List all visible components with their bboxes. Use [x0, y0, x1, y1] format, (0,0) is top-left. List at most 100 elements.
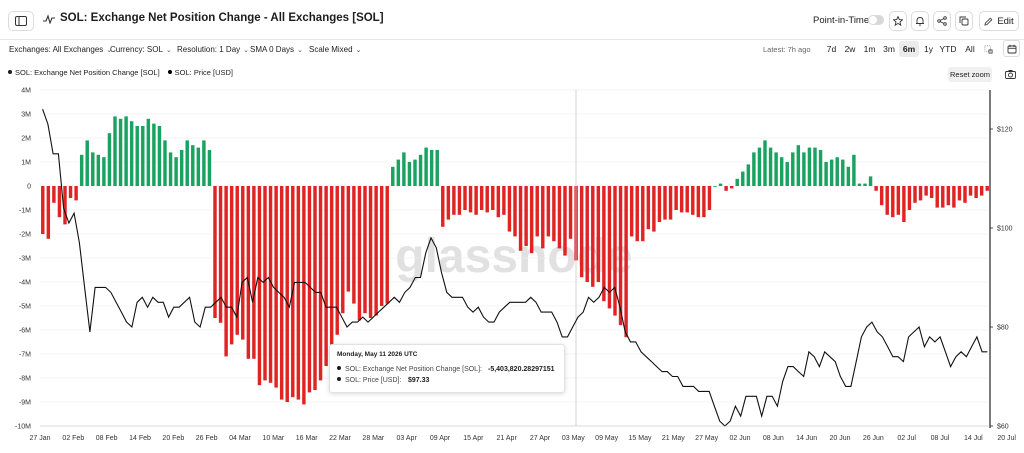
- bar: [579, 186, 584, 278]
- bar: [324, 186, 328, 366]
- calendar-button[interactable]: [1003, 40, 1020, 57]
- currency-dropdown[interactable]: Currency: SOL ⌄: [110, 45, 172, 54]
- chevron-down-icon: ⌄: [297, 47, 303, 54]
- legend-item-price[interactable]: SOL: Price [USD]: [167, 68, 233, 77]
- x-axis-tick-label: 26 Feb: [196, 435, 218, 442]
- bar: [929, 186, 934, 198]
- bar: [796, 145, 801, 186]
- bar: [785, 162, 789, 186]
- camera-icon[interactable]: [1005, 69, 1016, 79]
- x-axis-tick-label: 10 Mar: [262, 435, 284, 442]
- bar: [496, 186, 501, 218]
- alert-button[interactable]: [911, 11, 929, 31]
- bar: [335, 186, 339, 335]
- range-3m[interactable]: 3m: [883, 44, 895, 54]
- bar: [307, 186, 312, 393]
- bar: [424, 147, 428, 186]
- exchanges-dropdown-label: Exchanges: All Exchanges: [9, 45, 104, 54]
- bar: [379, 186, 384, 306]
- bar: [879, 186, 884, 206]
- bar: [674, 186, 678, 210]
- left-axis-tick-label: 2M: [21, 136, 31, 143]
- x-axis-tick-label: 03 Apr: [397, 435, 418, 442]
- bar: [468, 186, 473, 213]
- bar: [613, 186, 617, 316]
- left-axis-tick-label: -5M: [19, 304, 31, 311]
- sma-dropdown[interactable]: SMA 0 Days ⌄: [250, 45, 303, 54]
- bar: [418, 154, 423, 186]
- x-axis-tick-label: 21 May: [662, 435, 685, 442]
- bar: [396, 159, 401, 186]
- range-6m[interactable]: 6m: [899, 41, 919, 57]
- range-custom-button[interactable]: [981, 41, 995, 57]
- bar: [241, 186, 245, 340]
- bar: [429, 150, 434, 186]
- x-axis-tick-label: 22 Mar: [329, 435, 351, 442]
- range-1y[interactable]: 1y: [924, 44, 933, 54]
- point-in-time-toggle[interactable]: [868, 15, 884, 25]
- bar: [213, 186, 217, 318]
- scale-dropdown[interactable]: Scale Mixed ⌄: [309, 45, 361, 54]
- edit-button[interactable]: Edit: [979, 11, 1019, 31]
- bar: [235, 186, 239, 335]
- copy-button[interactable]: [955, 11, 973, 31]
- bar: [691, 186, 695, 215]
- bar: [591, 186, 595, 287]
- bar: [774, 152, 778, 186]
- left-axis-tick-label: 1M: [21, 160, 31, 167]
- x-axis-tick-label: 03 May: [562, 435, 585, 442]
- exchanges-dropdown[interactable]: Exchanges: All Exchanges ⌄: [9, 45, 112, 54]
- tooltip-row-price: SOL: Price [USD]:: [337, 377, 401, 384]
- range-1m[interactable]: 1m: [863, 44, 876, 54]
- favorite-button[interactable]: [889, 11, 907, 31]
- bar: [435, 150, 439, 186]
- resolution-dropdown[interactable]: Resolution: 1 Day ⌄: [177, 45, 249, 54]
- legend-item-net-position[interactable]: SOL: Exchange Net Position Change [SOL]: [8, 68, 160, 77]
- range-ytd[interactable]: YTD: [939, 44, 957, 54]
- bar: [668, 186, 673, 220]
- bar: [596, 186, 601, 282]
- chevron-down-icon: ⌄: [355, 47, 362, 54]
- range-all[interactable]: All: [965, 44, 975, 54]
- sidebar-toggle-button[interactable]: [8, 11, 34, 31]
- bar: [885, 186, 889, 215]
- left-axis-tick-label: 0: [27, 184, 31, 191]
- resolution-dropdown-label: Resolution: 1 Day: [177, 45, 241, 54]
- x-axis-tick-label: 15 May: [629, 435, 652, 442]
- bar: [518, 186, 523, 251]
- bar: [252, 186, 256, 359]
- x-axis-tick-label: 14 Feb: [129, 435, 151, 442]
- range-7d[interactable]: 7d: [826, 44, 837, 54]
- bar: [452, 186, 456, 215]
- tooltip-label: SOL: Exchange Net Position Change [SOL]:: [345, 366, 482, 373]
- left-axis-tick-label: -1M: [19, 208, 31, 215]
- bar: [46, 186, 51, 239]
- bar: [641, 186, 645, 242]
- tooltip-dot-icon: [337, 377, 341, 381]
- bar: [107, 133, 112, 186]
- reset-zoom-button[interactable]: Reset zoom: [948, 67, 992, 82]
- left-axis-tick-label: -8M: [19, 376, 31, 383]
- bar: [646, 186, 651, 230]
- x-axis-tick-label: 15 Apr: [463, 435, 484, 442]
- top-bar: SOL: Exchange Net Position Change - All …: [0, 0, 1024, 40]
- bar: [563, 186, 567, 256]
- bar: [363, 186, 367, 314]
- right-axis-tick-label: $120: [997, 127, 1013, 134]
- bar: [446, 186, 451, 220]
- bar: [341, 186, 345, 314]
- share-button[interactable]: [933, 11, 951, 31]
- bar: [463, 186, 467, 210]
- bar: [807, 147, 812, 186]
- chevron-down-icon: ⌄: [106, 47, 113, 54]
- range-2w[interactable]: 2w: [844, 44, 856, 54]
- bar: [968, 186, 973, 196]
- bar: [618, 186, 623, 326]
- bar: [585, 186, 589, 282]
- bar: [529, 186, 534, 254]
- bar: [163, 140, 167, 186]
- point-in-time-label: Point-in-Time: [813, 15, 870, 26]
- bar-series: [41, 116, 989, 405]
- bar: [568, 186, 573, 239]
